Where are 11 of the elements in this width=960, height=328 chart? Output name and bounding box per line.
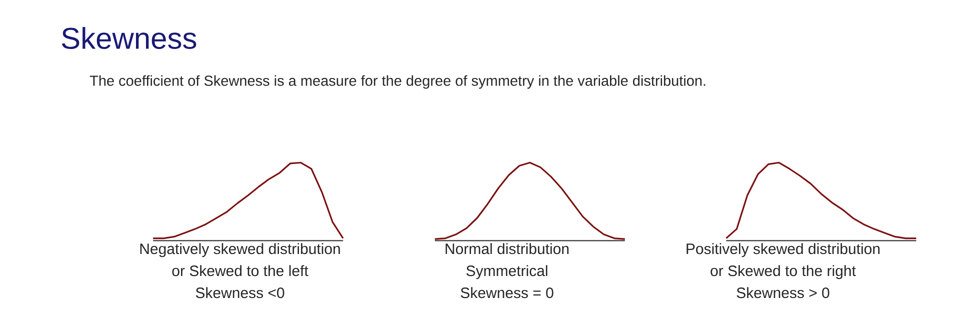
text: or Skewed to the left [172,265,308,276]
chart-title: Skewness [62,26,196,50]
text: Skewness <0 [196,287,284,298]
text: Symmetrical [466,265,548,280]
text: Normal distribution [446,243,569,254]
text: Positively skewed distribution [686,243,880,258]
text: The coefficient of Skewness is a measure for the degree of symmetry in the variable distribution. [90,75,706,89]
text: Skewness > 0 [736,287,830,298]
text: Skewness = 0 [460,287,554,298]
text: Negatively skewed distribution [140,243,340,258]
text: or Skewed to the right [710,265,856,280]
